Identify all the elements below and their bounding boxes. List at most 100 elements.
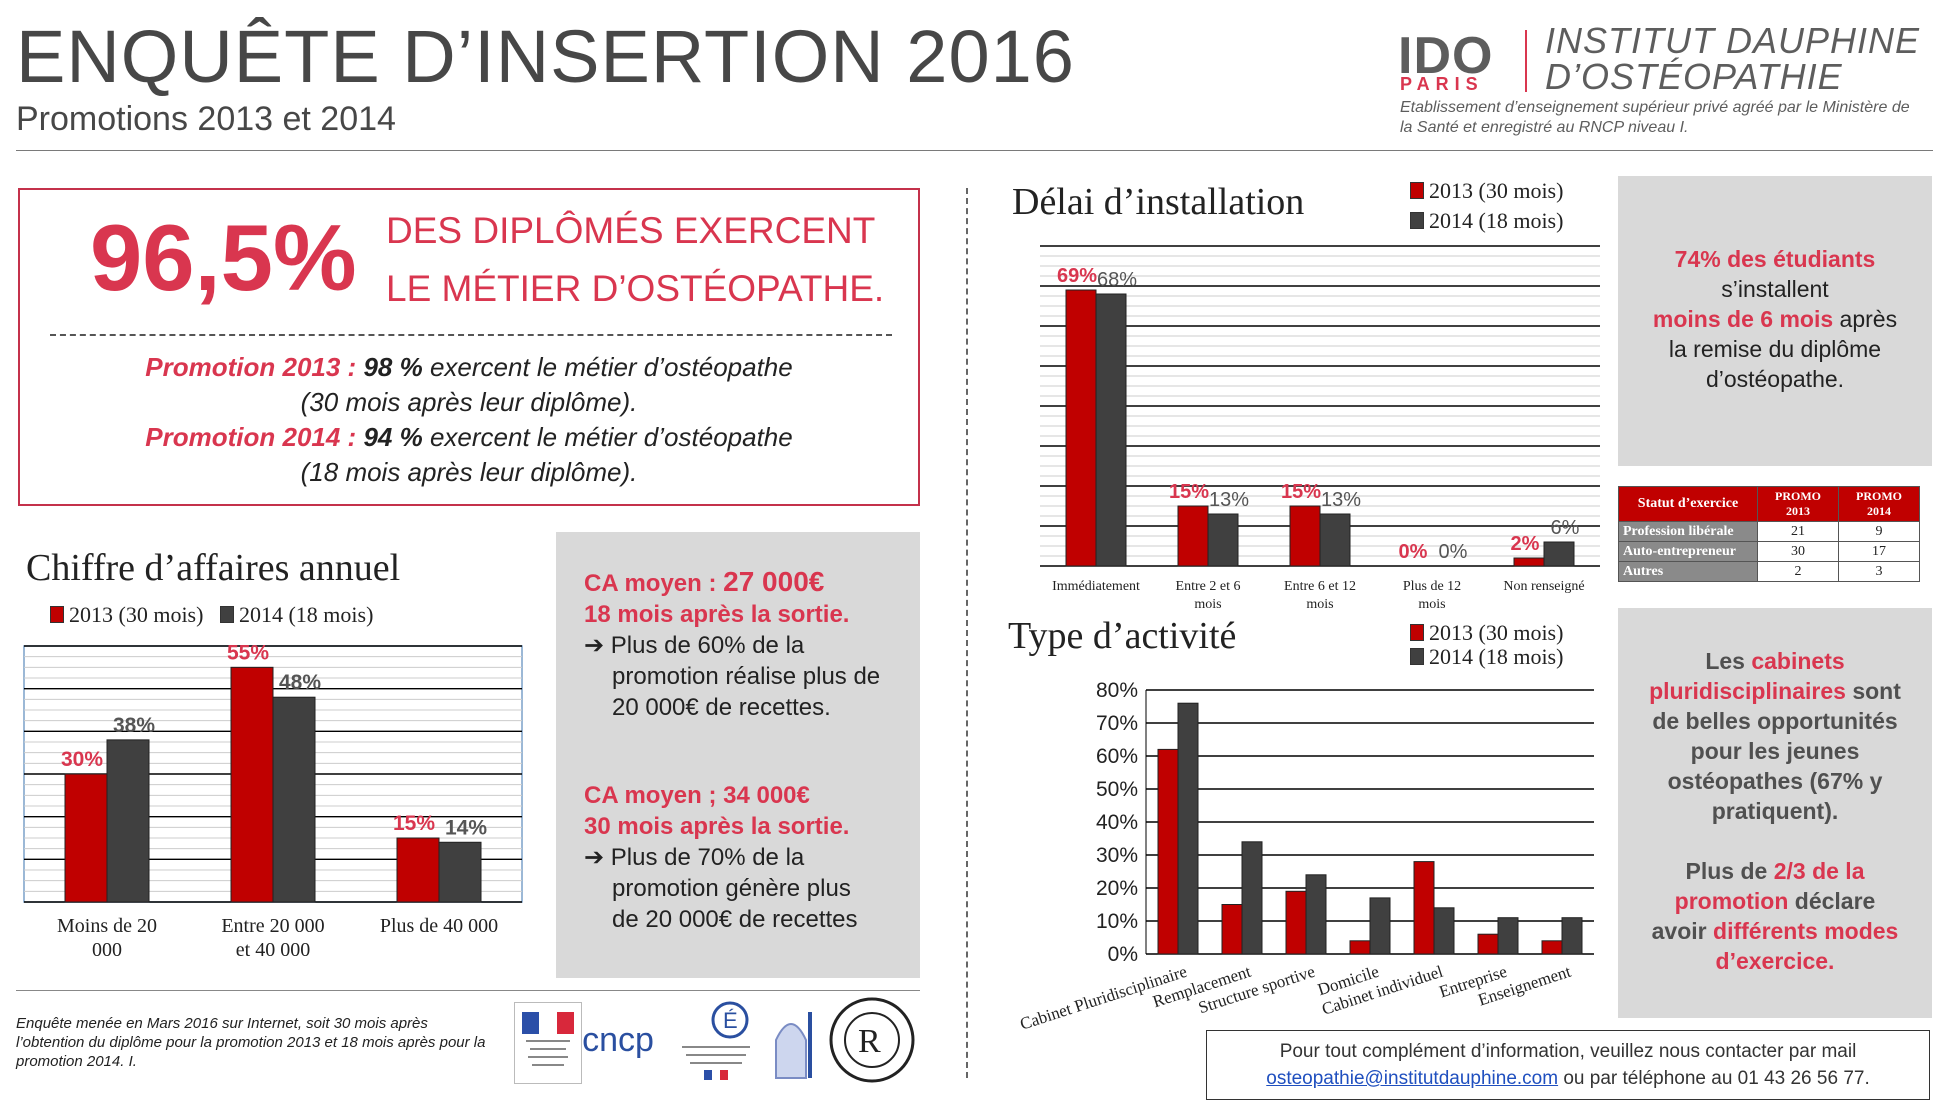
legend-swatch-2014 [1410, 648, 1424, 665]
chart-category-label: Moins de 20 000 [57, 915, 157, 961]
chart-bar [1157, 748, 1179, 955]
contact-phone-text: ou par téléphone au 01 43 26 56 77. [1558, 1068, 1870, 1089]
ca-2-label: CA moyen ; 34 000€ [584, 782, 810, 809]
chart-bar [1285, 890, 1307, 955]
promo-2014-value: 94 % [363, 422, 423, 452]
chart-category-label-line: Plus de 12 [1403, 579, 1461, 594]
table-header-row: Statut d’exercice PROMO 2013 PROMO 2014 [1618, 486, 1920, 522]
delai-l3: moins de 6 mois après [1618, 304, 1932, 334]
svg-text:É: É [723, 1008, 738, 1033]
chart-bar [1369, 897, 1391, 955]
type-l2b: sont [1845, 678, 1901, 704]
ca-2-l2: promotion génère plus [612, 875, 851, 902]
chart-data-label: 13% [1321, 489, 1361, 511]
chart-category-label-line: Non renseigné [1503, 579, 1584, 594]
ca-1-l2: promotion réalise plus de [612, 663, 881, 690]
type-info-text: Les cabinets pluridisciplinaires sont de… [1618, 646, 1932, 976]
chart-data-label: 38% [113, 714, 155, 737]
type-l4: pour les jeunes [1690, 738, 1860, 764]
ido-logo-paris: PARIS [1400, 74, 1484, 94]
table-cell: 21 [1757, 521, 1839, 542]
chart-category-label-line: 000 [92, 939, 122, 961]
type-l1b: cabinets [1751, 648, 1845, 674]
ca-1-value: 27 000€ [723, 566, 825, 597]
svg-text:R: R [858, 1023, 881, 1060]
chart-data-label: 30% [61, 748, 103, 771]
type-l2a: pluridisciplinaires [1649, 678, 1846, 704]
delai-l1: 74% des étudiants [1674, 246, 1876, 272]
vertical-separator [966, 188, 968, 1078]
promo-2014-label: Promotion 2014 : [145, 422, 357, 452]
legend-label-2014: 2014 (18 mois) [1429, 644, 1564, 669]
table-row: Auto-entrepreneur 30 17 [1618, 541, 1920, 562]
table-row: Profession libérale 21 9 [1618, 521, 1920, 542]
header-divider [16, 150, 1933, 151]
headline-percent: 96,5% [90, 205, 357, 310]
promo-2014-line: Promotion 2014 : 94 % exercent le métier… [18, 422, 920, 453]
delai-l5: d’ostéopathe. [1705, 366, 1845, 392]
headline-dashed-divider [50, 334, 892, 336]
chart-category-label: Non renseigné [1503, 579, 1584, 594]
table-cell: 17 [1838, 541, 1920, 562]
chart-type-legend-2013: 2013 (30 mois) [1410, 620, 1563, 646]
chart-y-tick-label: 40% [1096, 811, 1138, 834]
type-info-box [1618, 608, 1932, 1018]
chart-data-label: 6% [1551, 517, 1580, 539]
legend-swatch-2013 [1410, 182, 1424, 199]
type-l7b: 2/3 de la [1773, 858, 1865, 884]
chart-bar [1561, 917, 1583, 955]
chart-category-label: Plus de 12 mois [1403, 579, 1461, 612]
ca-1-arrow: ➔ Plus de 60% de la [584, 632, 805, 659]
ca-2-l3: de 20 000€ de recettes [612, 906, 858, 933]
chart-delai-legend-2014: 2014 (18 mois) [1410, 208, 1563, 234]
chart-bar [438, 841, 482, 903]
chart-bar [1349, 940, 1371, 955]
chart-bar [1177, 505, 1209, 567]
ca-1-sub: 18 mois après la sortie. [584, 601, 850, 628]
table-cell: 30 [1757, 541, 1839, 562]
chart-y-tick-label: 50% [1096, 778, 1138, 801]
chart-bar [1319, 513, 1351, 567]
registered-quality-seal: R [829, 997, 915, 1083]
chart-y-tick-label: 10% [1096, 910, 1138, 933]
ca-1-l3: 20 000€ de recettes. [612, 694, 831, 721]
survey-footnote: Enquête menée en Mars 2016 sur Internet,… [16, 1015, 486, 1070]
french-flag-icon [522, 1012, 574, 1034]
ca-2-arrow: ➔ Plus de 70% de la [584, 844, 805, 871]
promo-2013-text: exercent le métier d’ostéopathe [422, 352, 793, 382]
ca-info-box [556, 532, 920, 978]
promo-2014-text: exercent le métier d’ostéopathe [422, 422, 793, 452]
type-l9: avoir différents modes [1618, 916, 1932, 946]
promo-2013-value: 98 % [363, 352, 423, 382]
chart-bar [272, 696, 316, 903]
chart-category-label: Entre 6 et 12 mois [1284, 579, 1356, 612]
cncp-logo: cncp [582, 1020, 654, 1059]
promo-2014-note: (18 mois après leur diplôme). [300, 457, 638, 487]
chart-data-label: 15% [393, 812, 435, 835]
ministere-travail-logo [514, 1002, 582, 1084]
delai-info-box [1618, 176, 1932, 466]
chart-y-tick-label: 0% [1108, 943, 1138, 966]
table-row: Autres 2 3 [1618, 561, 1920, 582]
chart-bar [1065, 289, 1097, 567]
legend-swatch-2014 [219, 606, 234, 623]
chart-chiffre-legend: 2013 (30 mois) 2014 (18 mois) [50, 602, 373, 628]
chart-data-label: 0% [1439, 541, 1468, 563]
chart-y-tick-label: 30% [1096, 844, 1138, 867]
legend-label-2014: 2014 (18 mois) [1429, 208, 1564, 233]
chart-data-label: 69% [1057, 265, 1097, 287]
chart-bar [1497, 917, 1519, 955]
table-cell: 3 [1838, 561, 1920, 582]
ca-2-sub: 30 mois après la sortie. [584, 813, 850, 840]
chart-bar [106, 739, 150, 903]
chart-category-label-line: Moins de 20 [57, 915, 157, 937]
logo-divider [1525, 30, 1527, 92]
table-cell: 2 [1757, 561, 1839, 582]
chart-bar [1433, 907, 1455, 955]
type-l8a: promotion [1674, 888, 1789, 914]
chart-category-label-line: mois [1418, 597, 1445, 612]
chart-category-label: Immédiatement [1052, 579, 1140, 594]
contact-email-link[interactable]: osteopathie@institutdauphine.com [1266, 1068, 1559, 1089]
chart-category-label-line: mois [1306, 597, 1333, 612]
